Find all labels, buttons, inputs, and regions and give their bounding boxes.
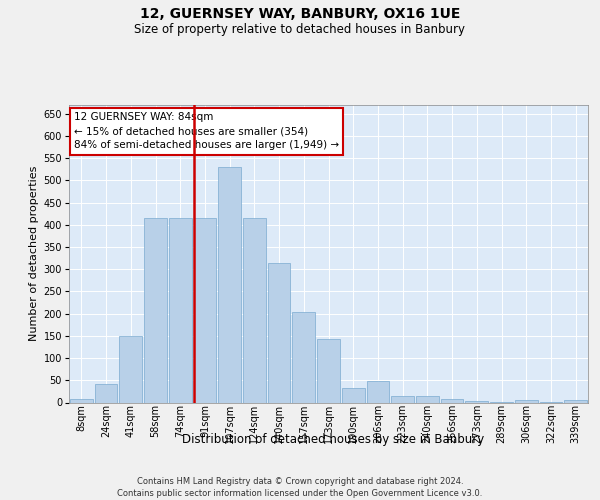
Bar bbox=[268, 262, 290, 402]
Bar bbox=[317, 340, 340, 402]
Text: 12 GUERNSEY WAY: 84sqm
← 15% of detached houses are smaller (354)
84% of semi-de: 12 GUERNSEY WAY: 84sqm ← 15% of detached… bbox=[74, 112, 340, 150]
Bar bbox=[194, 218, 216, 402]
Bar bbox=[466, 401, 488, 402]
Text: 12, GUERNSEY WAY, BANBURY, OX16 1UE: 12, GUERNSEY WAY, BANBURY, OX16 1UE bbox=[140, 8, 460, 22]
Text: Distribution of detached houses by size in Banbury: Distribution of detached houses by size … bbox=[182, 432, 484, 446]
Bar bbox=[169, 218, 191, 402]
Bar bbox=[119, 336, 142, 402]
Bar bbox=[95, 384, 118, 402]
Bar bbox=[292, 312, 315, 402]
Text: Contains HM Land Registry data © Crown copyright and database right 2024.
Contai: Contains HM Land Registry data © Crown c… bbox=[118, 476, 482, 498]
Bar bbox=[441, 399, 463, 402]
Bar bbox=[70, 399, 93, 402]
Bar bbox=[416, 396, 439, 402]
Bar bbox=[243, 218, 266, 402]
Bar bbox=[391, 396, 414, 402]
Bar bbox=[144, 218, 167, 402]
Bar bbox=[367, 381, 389, 402]
Bar bbox=[515, 400, 538, 402]
Y-axis label: Number of detached properties: Number of detached properties bbox=[29, 166, 39, 342]
Bar bbox=[564, 400, 587, 402]
Bar bbox=[218, 167, 241, 402]
Bar bbox=[342, 388, 365, 402]
Text: Size of property relative to detached houses in Banbury: Size of property relative to detached ho… bbox=[134, 22, 466, 36]
